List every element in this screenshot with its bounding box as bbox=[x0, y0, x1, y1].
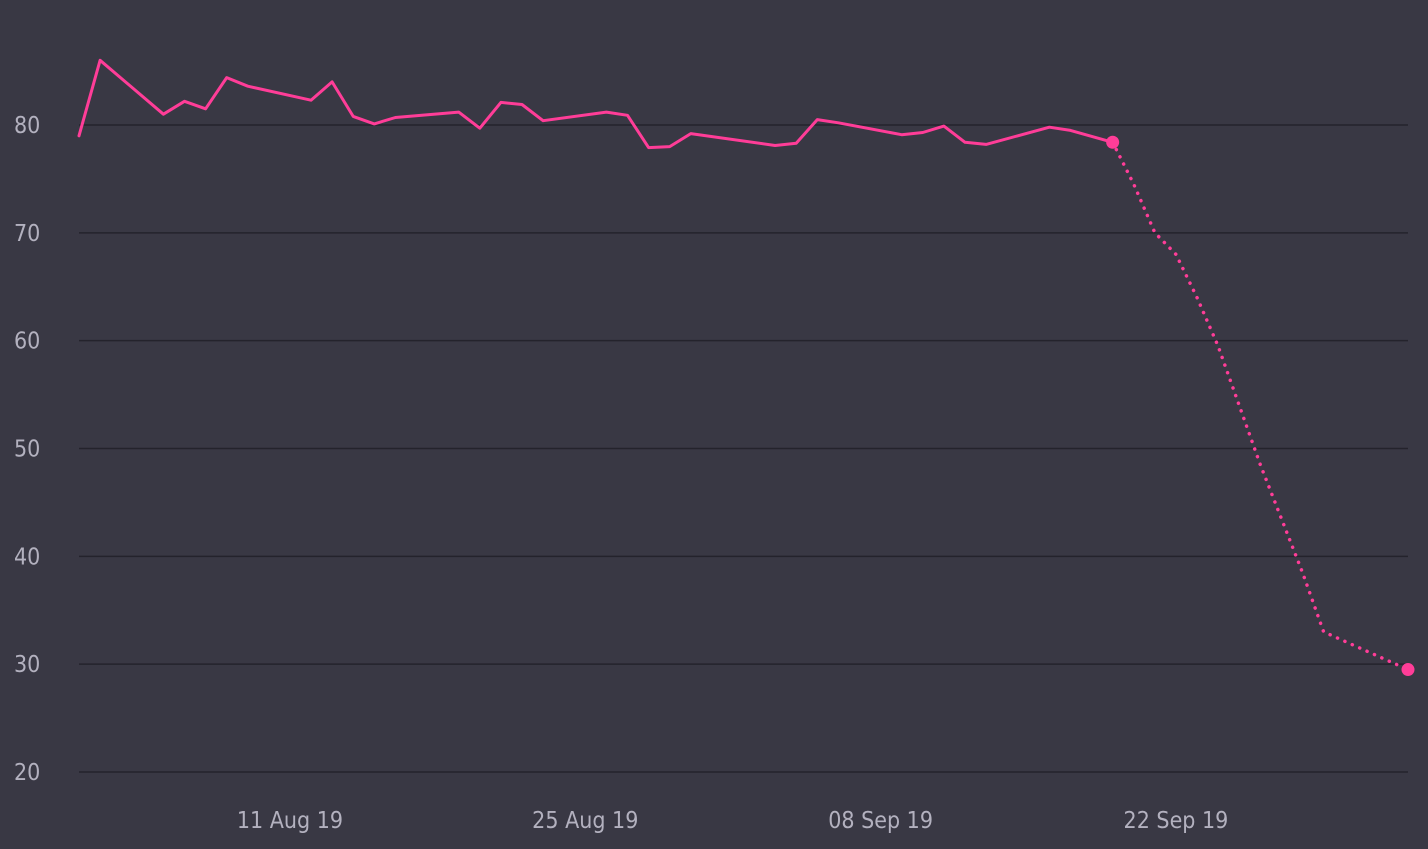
y-tick-label-40: 40 bbox=[14, 544, 40, 570]
x-tick-label-0: 11 Aug 19 bbox=[237, 808, 343, 834]
x-tick-label-1: 25 Aug 19 bbox=[532, 808, 638, 834]
y-tick-label-50: 50 bbox=[14, 437, 40, 463]
series-line bbox=[77, 58, 1115, 150]
forecast-series-line bbox=[1110, 140, 1410, 672]
y-tick-label-30: 30 bbox=[14, 652, 40, 678]
x-tick-label-2: 08 Sep 19 bbox=[828, 808, 933, 834]
y-tick-label-20: 20 bbox=[14, 760, 40, 786]
x-tick-label-3: 22 Sep 19 bbox=[1124, 808, 1229, 834]
y-axis: 20 30 40 50 60 70 80 bbox=[14, 113, 40, 786]
data-point-marker-1[interactable] bbox=[1401, 663, 1415, 677]
data-point-marker-0[interactable] bbox=[1106, 135, 1120, 149]
y-tick-label-70: 70 bbox=[14, 221, 40, 247]
x-axis: 11 Aug 19 25 Aug 19 08 Sep 19 22 Sep 19 bbox=[237, 808, 1229, 834]
grid-lines bbox=[79, 124, 1408, 773]
series-layer bbox=[77, 58, 1410, 672]
y-tick-label-80: 80 bbox=[14, 113, 40, 139]
y-tick-label-60: 60 bbox=[14, 329, 40, 355]
marker-layer bbox=[1106, 135, 1415, 677]
